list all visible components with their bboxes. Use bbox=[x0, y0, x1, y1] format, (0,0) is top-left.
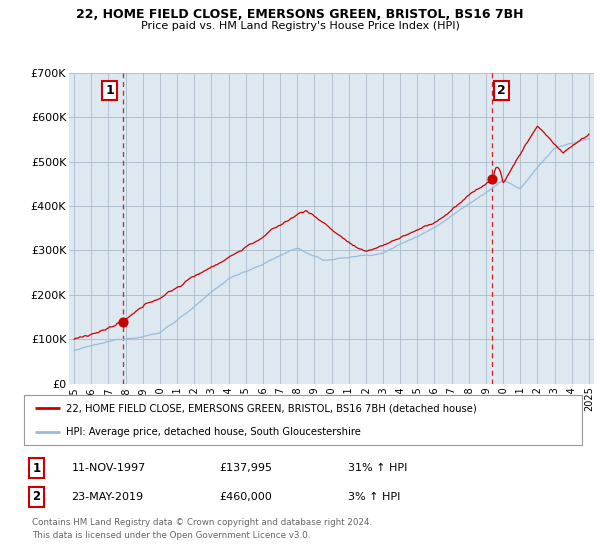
Text: Price paid vs. HM Land Registry's House Price Index (HPI): Price paid vs. HM Land Registry's House … bbox=[140, 21, 460, 31]
Text: Contains HM Land Registry data © Crown copyright and database right 2024.
This d: Contains HM Land Registry data © Crown c… bbox=[32, 518, 373, 540]
Text: 23-MAY-2019: 23-MAY-2019 bbox=[71, 492, 143, 502]
Point bbox=[488, 175, 497, 184]
Text: 2: 2 bbox=[497, 84, 505, 97]
Text: 2: 2 bbox=[32, 491, 40, 503]
Text: £137,995: £137,995 bbox=[220, 463, 272, 473]
Text: 1: 1 bbox=[105, 84, 114, 97]
Point bbox=[119, 318, 128, 327]
Text: 22, HOME FIELD CLOSE, EMERSONS GREEN, BRISTOL, BS16 7BH (detached house): 22, HOME FIELD CLOSE, EMERSONS GREEN, BR… bbox=[66, 403, 476, 413]
Text: 22, HOME FIELD CLOSE, EMERSONS GREEN, BRISTOL, BS16 7BH: 22, HOME FIELD CLOSE, EMERSONS GREEN, BR… bbox=[76, 8, 524, 21]
Text: 11-NOV-1997: 11-NOV-1997 bbox=[71, 463, 146, 473]
Text: £460,000: £460,000 bbox=[220, 492, 272, 502]
Text: 31% ↑ HPI: 31% ↑ HPI bbox=[347, 463, 407, 473]
Text: 3% ↑ HPI: 3% ↑ HPI bbox=[347, 492, 400, 502]
Text: HPI: Average price, detached house, South Gloucestershire: HPI: Average price, detached house, Sout… bbox=[66, 427, 361, 437]
Text: 1: 1 bbox=[32, 461, 40, 475]
